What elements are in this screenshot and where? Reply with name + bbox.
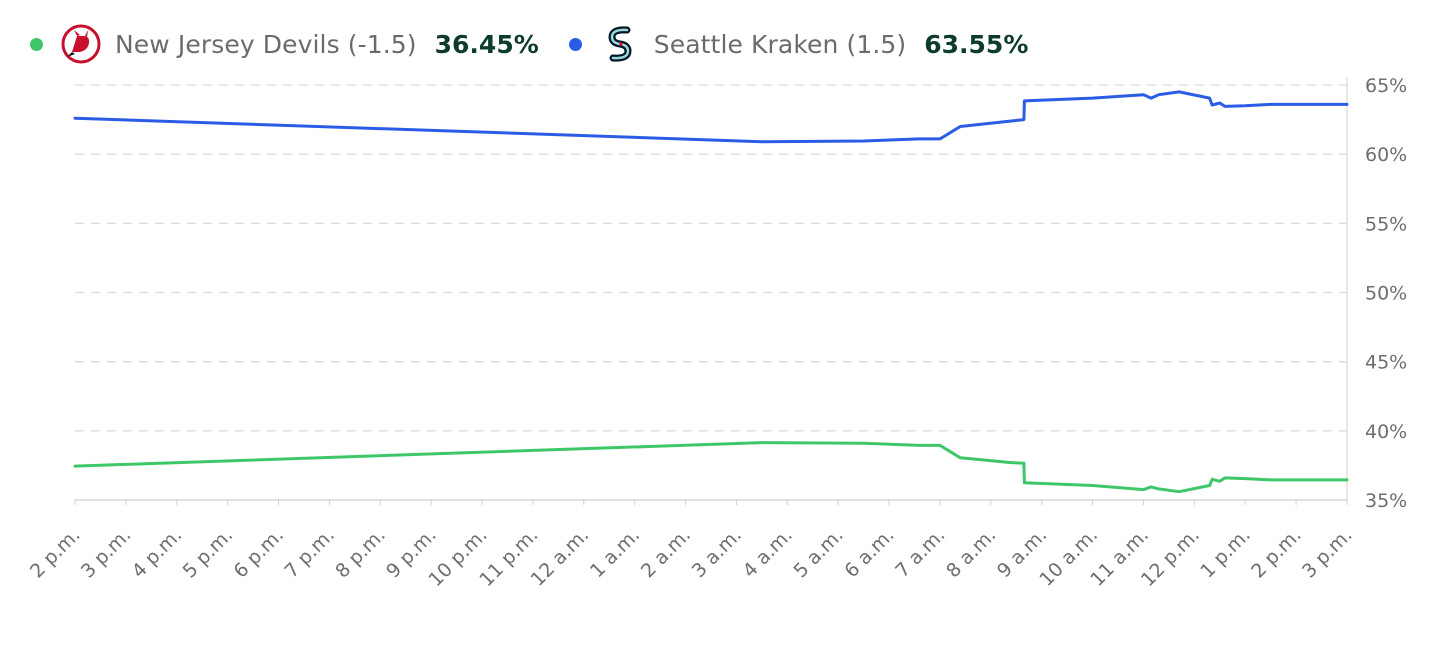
x-tick-label: 3 a.m. [688, 524, 746, 582]
x-tick-label: 4 p.m. [128, 524, 187, 583]
devils-series-line [73, 441, 1349, 494]
x-tick-label: 8 a.m. [942, 524, 1000, 582]
x-tick-label: 8 p.m. [331, 524, 390, 583]
series-layer [73, 90, 1349, 494]
x-tick-label: 2 p.m. [1247, 524, 1306, 583]
x-tick-label: 1 a.m. [586, 524, 644, 582]
x-tick-label: 2 a.m. [637, 524, 695, 582]
devils-team-name: New Jersey Devils (-1.5) [115, 29, 417, 59]
kraken-color-dot [568, 37, 582, 51]
legend-entry-devils[interactable]: New Jersey Devils (-1.5) 36.45% [30, 24, 539, 64]
y-tick-label: 35% [1365, 490, 1407, 512]
grid-layer [75, 77, 1348, 501]
devils-logo-icon [61, 24, 101, 64]
kraken-probability: 63.55% [924, 29, 1029, 59]
y-tick-label: 65% [1365, 75, 1407, 97]
devils-probability: 36.45% [434, 29, 539, 59]
x-tick-label: 1 p.m. [1196, 524, 1255, 583]
kraken-logo-icon [608, 26, 632, 62]
x-tick-label: 3 p.m. [1298, 524, 1357, 583]
x-tick-label: 7 a.m. [891, 524, 949, 582]
chart-legend: New Jersey Devils (-1.5) 36.45% Seattle … [30, 22, 1058, 66]
x-tick-label: 6 a.m. [840, 524, 898, 582]
kraken-team-name: Seattle Kraken (1.5) [653, 29, 907, 59]
kraken-series-line [73, 90, 1349, 144]
y-tick-label: 40% [1365, 421, 1407, 443]
x-tick-label: 4 a.m. [739, 524, 797, 582]
x-tick-label: 5 a.m. [789, 524, 847, 582]
y-tick-label: 60% [1365, 144, 1407, 166]
y-axis-ticks: 35% 40% 45% 50% 55% 60% 65% [1365, 75, 1407, 512]
x-tick-label: 3 p.m. [77, 524, 136, 583]
x-tick-label: 6 p.m. [230, 524, 289, 583]
y-tick-label: 55% [1365, 213, 1407, 235]
y-tick-label: 50% [1365, 283, 1407, 305]
x-axis-ticks: 2 p.m.3 p.m.4 p.m.5 p.m.6 p.m.7 p.m.8 p.… [26, 500, 1357, 591]
x-tick-label: 5 p.m. [179, 524, 238, 583]
devils-color-dot [30, 37, 43, 51]
y-tick-label: 45% [1365, 352, 1407, 374]
legend-entry-kraken[interactable]: Seattle Kraken (1.5) 63.55% [568, 24, 1029, 64]
x-tick-label: 2 p.m. [26, 524, 85, 583]
x-tick-label: 7 p.m. [280, 524, 339, 583]
